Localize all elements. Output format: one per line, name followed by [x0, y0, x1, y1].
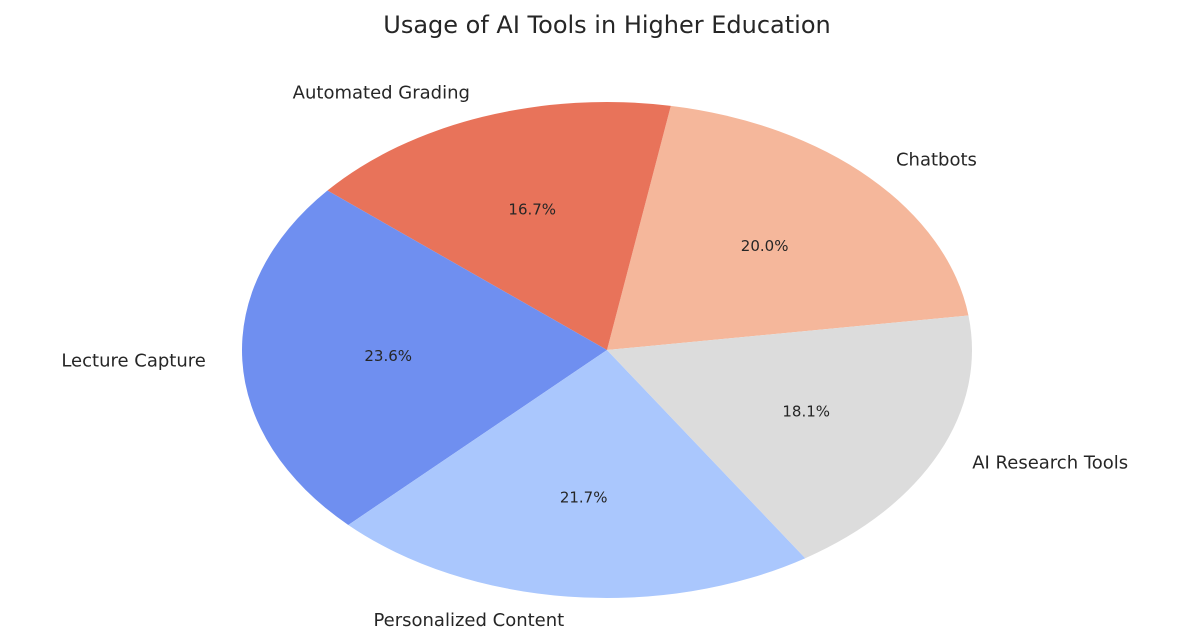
percent-label: 23.6%	[364, 347, 412, 365]
slice-label: AI Research Tools	[972, 452, 1128, 473]
percent-label: 16.7%	[508, 201, 556, 219]
slice-label: Lecture Capture	[61, 351, 206, 372]
chart-title: Usage of AI Tools in Higher Education	[383, 11, 830, 39]
slice-label: Automated Grading	[293, 83, 470, 104]
pie-slice	[327, 101, 671, 350]
pie-slice	[348, 350, 806, 599]
pie-slice	[241, 190, 607, 525]
percent-label: 18.1%	[782, 402, 830, 420]
slice-label: Chatbots	[896, 150, 977, 171]
percent-label: 20.0%	[741, 237, 789, 255]
percent-label: 21.7%	[560, 488, 608, 506]
slice-label: Personalized Content	[373, 610, 564, 628]
pie-slice	[607, 315, 972, 559]
pie-slice	[607, 105, 969, 350]
